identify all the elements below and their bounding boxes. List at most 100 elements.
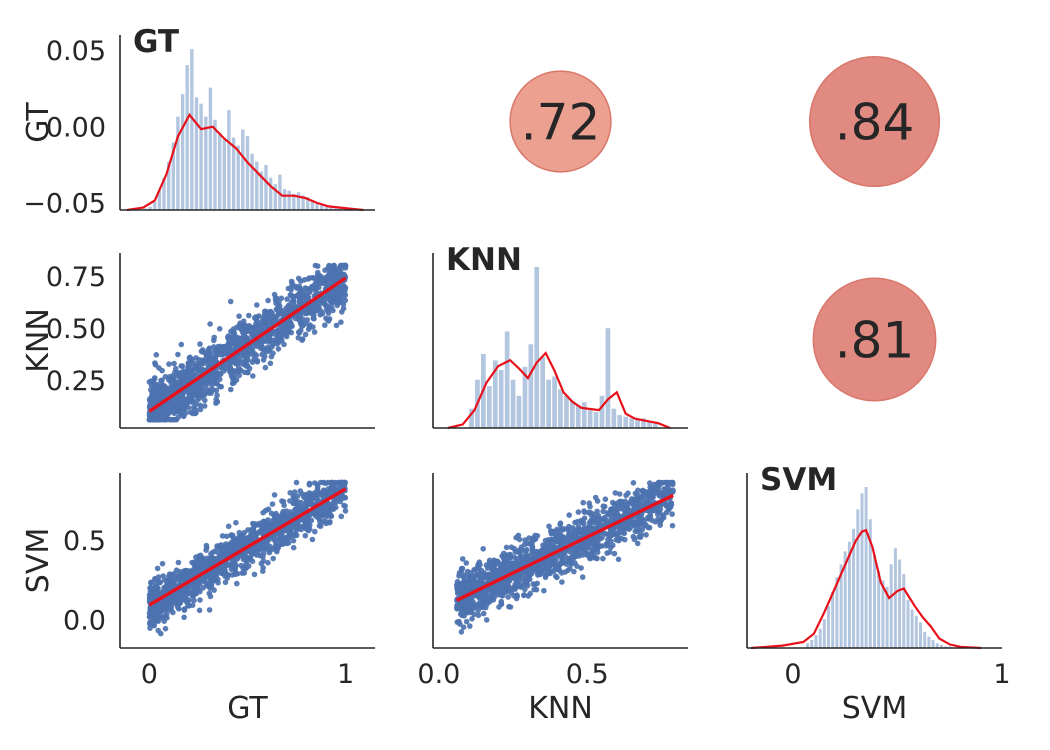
scatter-point — [456, 619, 462, 625]
scatter-point — [181, 401, 187, 407]
scatter-point — [643, 532, 649, 538]
hist-bar — [315, 204, 318, 210]
scatter-point — [241, 335, 247, 341]
scatter-point — [669, 502, 675, 508]
y-tick-label: −0.05 — [23, 188, 106, 219]
scatter-point — [257, 521, 263, 527]
scatter-point — [220, 570, 226, 576]
scatter-point — [470, 582, 476, 588]
scatter-point — [160, 561, 166, 567]
scatter-point — [635, 500, 641, 506]
scatter-point — [217, 384, 223, 390]
scatter-point — [233, 572, 239, 578]
scatter-point — [667, 487, 673, 493]
scatter-point — [562, 569, 568, 575]
hist-bar — [246, 136, 249, 210]
hist-bar — [907, 600, 910, 648]
scatter-point — [525, 556, 531, 562]
scatter-point — [242, 539, 248, 545]
hist-bar — [856, 510, 859, 649]
hist-bar — [546, 380, 551, 428]
scatter-point — [234, 377, 240, 383]
scatter-point — [260, 568, 266, 574]
hist-bar — [819, 629, 822, 648]
scatter-point — [279, 532, 285, 538]
hist-bar — [505, 331, 510, 428]
hist-bar — [241, 130, 244, 211]
scatter-point — [566, 512, 572, 518]
scatter-point — [622, 537, 628, 543]
scatter-point — [312, 529, 318, 535]
scatter-point — [508, 604, 514, 610]
hist-bar — [902, 574, 905, 648]
hist-bar — [915, 616, 918, 648]
scatter-point — [261, 339, 267, 345]
scatter-point — [197, 589, 203, 595]
scatter-point — [197, 341, 203, 347]
scatter-point — [339, 309, 345, 315]
scatter-point — [486, 596, 492, 602]
hist-bar — [617, 415, 622, 428]
scatter-point — [660, 512, 666, 518]
scatter-point — [459, 606, 465, 612]
y-axis-svm: 0.50.0SVM — [21, 526, 106, 637]
x-tick-label: 0.0 — [417, 659, 460, 690]
scatter-point — [591, 553, 597, 559]
scatter-point — [234, 325, 240, 331]
hist-bar — [564, 396, 569, 428]
scatter-point — [311, 495, 317, 501]
scatter-point — [158, 631, 164, 637]
scatter-point — [291, 494, 297, 500]
x-tick-label: 1 — [337, 659, 354, 690]
scatter-point — [571, 532, 577, 538]
scatter-point — [167, 571, 173, 577]
scatter-point — [201, 392, 207, 398]
scatter-point — [569, 561, 575, 567]
hist-bar — [227, 110, 230, 210]
hist-bar — [186, 65, 189, 210]
scatter-panel-knn-svm — [433, 473, 688, 648]
scatter-point — [599, 535, 605, 541]
scatter-point — [340, 480, 346, 486]
corr-value: .72 — [521, 94, 601, 152]
scatter-point — [182, 607, 188, 613]
hist-bar — [283, 189, 286, 210]
regression-line — [149, 489, 345, 605]
scatter-point — [186, 597, 192, 603]
hist-bar — [264, 165, 267, 210]
scatter-point — [299, 491, 305, 497]
hist-bar — [827, 606, 830, 648]
hist-bar — [195, 97, 198, 210]
scatter-point — [307, 482, 313, 488]
hist-bar — [218, 133, 221, 210]
scatter-point — [297, 291, 303, 297]
scatter-point — [153, 582, 159, 588]
scatter-point — [159, 387, 165, 393]
scatter-point — [534, 587, 540, 593]
hist-bar — [517, 396, 522, 428]
scatter-point — [581, 508, 587, 514]
scatter-point — [336, 300, 342, 306]
scatter-point — [606, 512, 612, 518]
scatter-point — [629, 496, 635, 502]
scatter-point — [279, 296, 285, 302]
scatter-point — [322, 322, 328, 328]
scatter-point — [210, 356, 216, 362]
scatter-point — [582, 547, 588, 553]
scatter-point — [571, 569, 577, 575]
scatter-point — [544, 545, 550, 551]
hist-bar — [269, 178, 272, 210]
scatter-point — [304, 292, 310, 298]
scatter-point — [294, 480, 300, 486]
scatter-point — [236, 313, 242, 319]
scatter-point — [181, 615, 187, 621]
hist-bar — [810, 640, 813, 648]
diag-panel-svm: SVM — [747, 462, 1002, 648]
scatter-point — [511, 593, 517, 599]
scatter-point — [208, 551, 214, 557]
scatter-point — [228, 387, 234, 393]
scatter-point — [209, 572, 215, 578]
scatter-point — [473, 567, 479, 573]
scatter-point — [341, 287, 347, 293]
